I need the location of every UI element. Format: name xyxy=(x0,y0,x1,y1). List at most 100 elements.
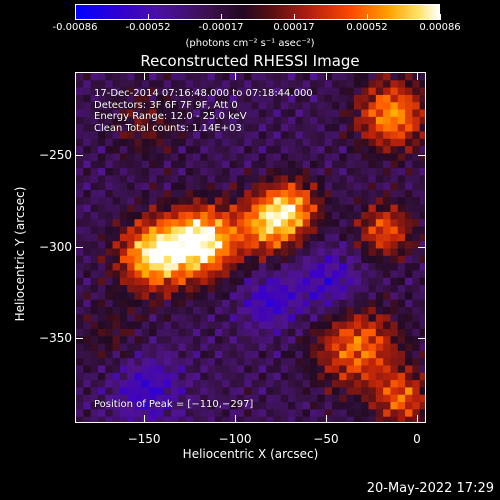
heatmap-cell xyxy=(368,153,377,162)
heatmap-cell xyxy=(214,233,223,242)
heatmap-cell xyxy=(339,182,348,191)
heatmap-cell xyxy=(156,307,165,315)
heatmap-cell xyxy=(229,211,238,220)
heatmap-cell xyxy=(339,328,348,337)
x-tick-label: 0 xyxy=(413,432,421,446)
heatmap-cell xyxy=(97,372,106,381)
heatmap-cell xyxy=(383,219,392,228)
heatmap-cell xyxy=(295,109,304,118)
heatmap-cell xyxy=(258,299,267,308)
heatmap-cell xyxy=(288,365,296,374)
heatmap-cell xyxy=(214,263,223,272)
heatmap-cell xyxy=(229,307,238,315)
heatmap-cell xyxy=(383,241,392,250)
heatmap-cell xyxy=(419,94,425,103)
heatmap-cell xyxy=(353,343,362,352)
heatmap-cell xyxy=(229,285,238,293)
heatmap-cell xyxy=(353,131,362,140)
heatmap-cell xyxy=(229,343,238,352)
heatmap-cell xyxy=(346,124,355,133)
heatmap-cell xyxy=(273,402,282,410)
heatmap-cell xyxy=(258,248,267,257)
heatmap-cell xyxy=(207,380,216,389)
heatmap-cell xyxy=(200,343,209,352)
heatmap-cell xyxy=(97,197,106,206)
heatmap-cell xyxy=(134,219,143,228)
heatmap-cell xyxy=(317,190,326,198)
x-tick-mark xyxy=(416,72,418,80)
heatmap-cell xyxy=(317,146,326,155)
heatmap-cell xyxy=(383,416,392,422)
heatmap-cell xyxy=(244,402,253,410)
heatmap-cell xyxy=(76,394,84,403)
heatmap-cell xyxy=(105,241,114,250)
heatmap-cell xyxy=(222,211,231,220)
heatmap-cell xyxy=(324,307,333,315)
heatmap-cell xyxy=(361,416,370,422)
heatmap-cell xyxy=(273,394,282,403)
heatmap-cell xyxy=(412,409,421,418)
heatmap-cell xyxy=(339,365,348,374)
heatmap-cell xyxy=(419,416,425,422)
heatmap-cell xyxy=(236,211,245,220)
heatmap-cell xyxy=(383,314,392,323)
heatmap-cell xyxy=(222,175,231,184)
heatmap-cell xyxy=(280,358,289,367)
heatmap-cell xyxy=(97,394,106,403)
heatmap-cell xyxy=(171,328,179,337)
heatmap-cell xyxy=(236,358,245,367)
heatmap-cell xyxy=(83,241,92,250)
heatmap-cell xyxy=(353,219,362,228)
heatmap-cell xyxy=(105,285,114,293)
heatmap-cell xyxy=(273,336,282,345)
heatmap-cell xyxy=(185,255,194,264)
heatmap-cell xyxy=(331,299,340,308)
heatmap-cell xyxy=(141,226,150,235)
heatmap-cell xyxy=(236,292,245,301)
heatmap-cell xyxy=(302,328,311,337)
heatmap-cell xyxy=(346,175,355,184)
heatmap-cell xyxy=(346,233,355,242)
heatmap-cell xyxy=(383,168,392,176)
heatmap-cell xyxy=(214,285,223,293)
heatmap-cell xyxy=(229,321,238,330)
heatmap-cell xyxy=(97,402,106,410)
heatmap-cell xyxy=(149,299,158,308)
heatmap-cell xyxy=(163,380,172,389)
heatmap-cell xyxy=(200,255,209,264)
heatmap-cell xyxy=(207,402,216,410)
heatmap-cell xyxy=(193,416,201,422)
heatmap-cell xyxy=(156,182,165,191)
heatmap-cell xyxy=(178,314,187,323)
heatmap-cell xyxy=(368,197,377,206)
heatmap-cell xyxy=(331,409,340,418)
heatmap-cell xyxy=(258,168,267,176)
heatmap-cell xyxy=(214,299,223,308)
heatmap-cell xyxy=(90,102,99,111)
heatmap-cell xyxy=(200,138,209,147)
heatmap-cell xyxy=(90,182,99,191)
heatmap-cell xyxy=(97,109,106,118)
heatmap-cell xyxy=(390,94,399,103)
heatmap-cell xyxy=(200,277,209,286)
heatmap-cell xyxy=(193,350,201,359)
heatmap-cell xyxy=(280,380,289,389)
heatmap-cell xyxy=(288,416,296,422)
heatmap-cell xyxy=(353,160,362,169)
heatmap-cell xyxy=(317,358,326,367)
heatmap-cell xyxy=(244,299,253,308)
heatmap-cell xyxy=(83,109,92,118)
heatmap-cell xyxy=(419,204,425,213)
heatmap-cell xyxy=(375,314,384,323)
heatmap-cell xyxy=(346,131,355,140)
heatmap-cell xyxy=(134,372,143,381)
heatmap-cell xyxy=(405,255,413,264)
heatmap-cell xyxy=(361,80,370,89)
heatmap-cell xyxy=(390,204,399,213)
heatmap-cell xyxy=(200,116,209,125)
heatmap-cell xyxy=(397,314,406,323)
heatmap-cell xyxy=(112,336,121,345)
heatmap-cell xyxy=(156,350,165,359)
heatmap-cell xyxy=(149,153,158,162)
heatmap-cell xyxy=(156,380,165,389)
